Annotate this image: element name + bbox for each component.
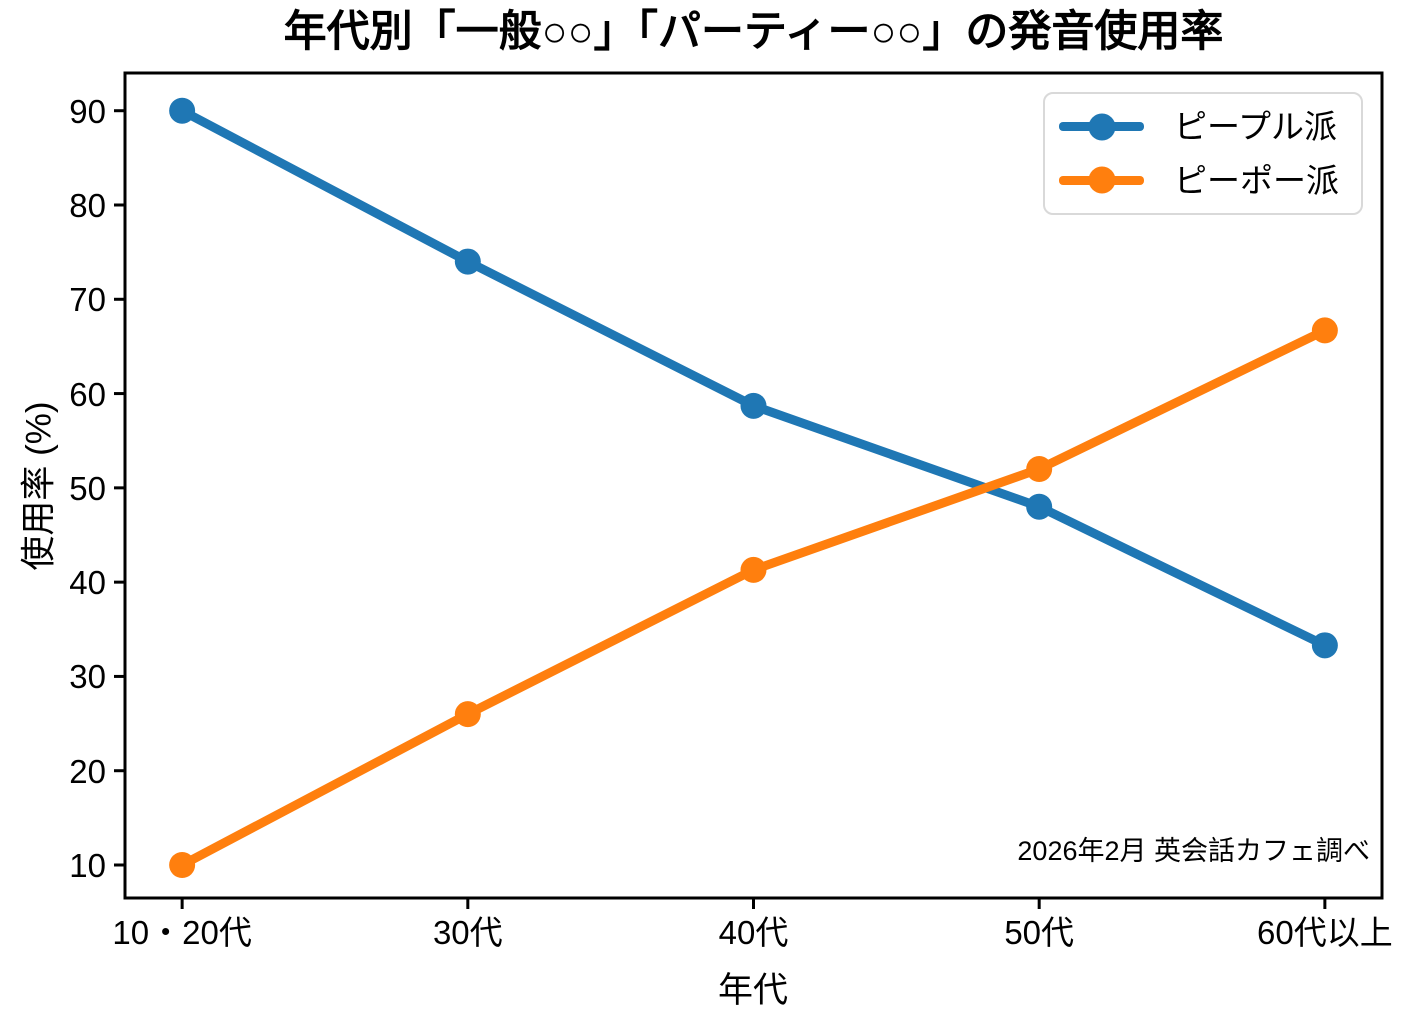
legend-box: ピープル派ピーポー派 (1043, 92, 1363, 215)
y-tick-label: 50 (69, 469, 106, 507)
legend-item-0: ピープル派 (1045, 110, 1361, 143)
x-tick-label: 50代 (1004, 914, 1075, 951)
y-tick-label: 40 (69, 564, 106, 602)
legend-line-icon (1059, 166, 1144, 194)
y-tick-label: 20 (69, 752, 106, 790)
data-point-marker (740, 392, 767, 419)
legend-item-label: ピープル派 (1174, 108, 1338, 146)
data-point-marker (1026, 456, 1053, 482)
data-point-marker (1311, 317, 1338, 344)
y-tick-label: 30 (69, 658, 106, 696)
x-tick-label: 60代以上 (1257, 914, 1393, 951)
x-tick-label: 30代 (432, 914, 503, 951)
x-tick-label: 10・20代 (112, 914, 252, 951)
y-tick-label: 60 (69, 375, 106, 413)
y-tick-label: 10 (69, 847, 106, 884)
data-point-marker (169, 97, 196, 124)
x-axis-label: 年代 (717, 971, 788, 1010)
data-point-marker (454, 701, 481, 728)
y-tick-label: 80 (69, 187, 106, 224)
data-point-marker (1311, 632, 1338, 659)
source-annotation: 2026年2月 英会話カフェ調べ (1017, 836, 1370, 866)
legend-marker-icon (1088, 113, 1115, 141)
y-tick-label: 90 (69, 92, 106, 130)
data-point-marker (1026, 493, 1053, 520)
data-point-marker (454, 248, 481, 275)
y-tick-label: 70 (69, 281, 106, 319)
x-tick-label: 40代 (718, 914, 789, 951)
legend-line-icon (1059, 113, 1144, 141)
legend-item-label: ピーポー派 (1174, 161, 1339, 199)
data-point-marker (169, 852, 196, 878)
legend-marker-icon (1088, 166, 1115, 194)
chart-title: 年代別「一般○○」「パーティー○○」の発音使用率 (283, 8, 1224, 56)
legend-item-1: ピーポー派 (1045, 164, 1361, 197)
data-point-marker (740, 556, 767, 583)
